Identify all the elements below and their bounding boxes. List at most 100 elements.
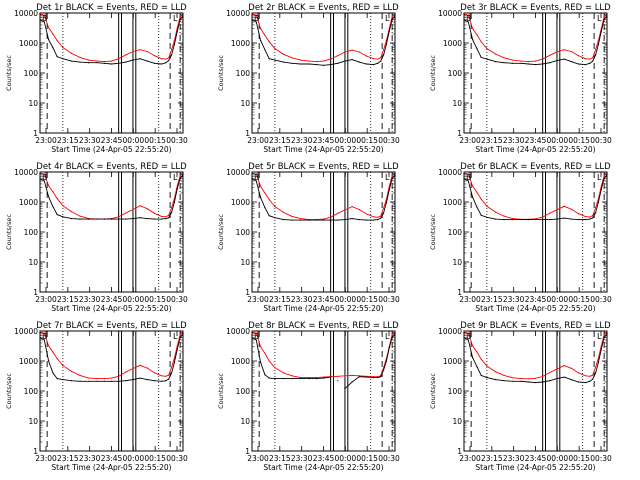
events-data-point [322,64,325,66]
events-data-point [520,380,522,382]
events-data-point [373,219,375,221]
x-tick-label: 00:30 [590,136,612,145]
lld-data-point [570,208,572,210]
events-data-point [358,219,360,221]
lld-data-point [110,377,113,379]
events-data-point [556,378,558,380]
y-tick-label: 1000 [19,198,38,207]
lld-data-point [351,374,353,376]
events-data-point [315,378,317,380]
y-tick-label: 1000 [231,39,250,48]
events-data-point [132,379,134,381]
lld-data-point [168,214,170,216]
lld-data-point [584,216,587,218]
events-data-point [315,64,317,66]
y-axis-label: Counts/sec [429,55,437,91]
events-data-point [70,60,73,62]
events-data-point [592,60,594,62]
events-data-point [43,339,45,341]
events-data-point [176,30,178,32]
lld-data-point [52,351,54,353]
lld-data-point [291,215,293,217]
events-data-point [173,43,175,46]
lld-data-point [377,376,379,378]
lld-data-point [146,208,148,210]
lld-data-point [365,213,367,215]
legend-key-b: B [42,14,48,23]
legend-key-b: B [254,332,260,341]
lld-data-point [511,59,514,61]
y-axis-label: Counts/sec [429,373,437,409]
lld-data-point [592,57,594,59]
events-data-point [171,54,173,56]
events-data-point [577,381,580,383]
legend-key-l: L [597,14,602,23]
lld-data-point [103,61,105,63]
lld-data-point [503,57,505,59]
lld-data-point [48,345,50,347]
legend-key-b: B [466,173,472,182]
lld-series-line [463,331,608,380]
x-tick-label: 00:00 [547,454,569,463]
lld-data-point [476,191,478,193]
lld-data-point [597,357,600,359]
events-data-point [165,380,167,382]
events-data-point [300,378,302,380]
x-tick-label: 23:00 [459,454,481,463]
lld-data-point [373,58,375,60]
lld-data-point [173,40,175,42]
events-data-point [556,60,558,62]
legend-key-l: L [385,14,390,23]
events-data-point [153,380,155,382]
lld-data-point [542,58,544,60]
lld-data-point [589,58,591,60]
lld-data-point [165,58,167,60]
y-tick-label: 10 [240,258,250,267]
events-data-point [337,62,339,64]
legend-key-b: B [42,332,48,341]
y-axis-label: Counts/sec [217,373,225,409]
x-tick-label: 00:30 [166,295,188,304]
lld-data-point [274,48,276,50]
lld-data-point [70,211,73,213]
chart-panel-8: Det 8r BLACK = Events, RED = LLD Start Ti… [217,321,400,472]
events-data-point [264,374,266,376]
events-data-point [88,62,90,64]
events-data-point [308,219,310,221]
events-data-point [171,211,173,213]
lld-data-point [171,366,173,368]
lld-data-point [380,57,382,59]
y-tick-label: 10 [28,258,38,267]
lld-data-point [264,192,266,194]
events-data-point [486,58,488,60]
events-data-point [173,201,175,203]
events-data-point [600,30,602,32]
lld-data-point [110,60,113,62]
y-tick-label: 10 [452,99,462,108]
events-data-point [110,380,113,382]
lld-data-point [282,372,285,374]
chart-title: Det 5r BLACK = Events, RED = LLD [248,162,399,172]
events-data-point [322,219,325,221]
x-axis-label: Start Time (24-Apr-05 22:55:20) [475,145,595,154]
chart-panel-3: Det 3r BLACK = Events, RED = LLD Start Ti… [429,3,612,154]
lld-data-point [274,206,276,208]
x-tick-label: 23:30 [79,295,101,304]
lld-data-point [383,49,385,51]
events-data-point [62,216,64,218]
events-data-point [118,218,120,220]
events-data-point [79,218,81,220]
y-tick-label: 100 [236,228,251,237]
events-data-point [377,62,379,64]
lld-data-point [70,52,73,55]
events-data-point [534,382,537,384]
events-data-point [595,212,597,214]
events-data-point [563,217,565,219]
events-data-point [274,217,276,219]
events-data-point [132,218,134,220]
x-tick-label: 00:00 [123,136,145,145]
y-tick-label: 1 [245,447,250,456]
events-data-point [139,217,141,219]
lld-data-point [43,173,45,175]
lld-data-point [62,47,64,49]
